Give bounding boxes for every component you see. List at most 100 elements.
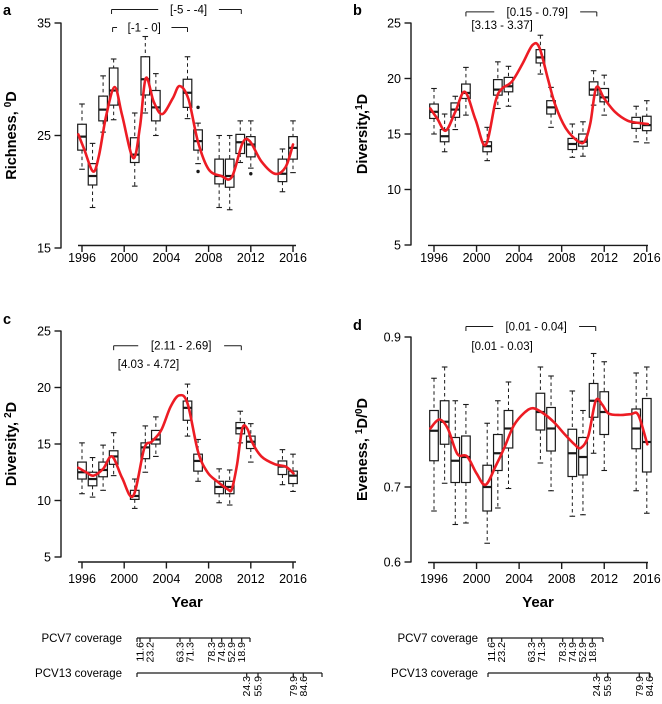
coverage-value-label: 55.9 [253, 676, 265, 697]
coverage-value-label: 74.9 [216, 642, 228, 663]
x-tick-label: 2012 [237, 251, 265, 265]
panel-d-evenness-chart: [0.01 - 0.04] [0.01 - 0.03] 0.6 0.7 0.9 1996 2… [353, 318, 661, 611]
boxplot-year-1996 [77, 103, 87, 170]
outlier-point [196, 169, 200, 174]
boxplot-year-1999 [108, 432, 119, 477]
boxplot-year-2009 [567, 390, 578, 517]
boxplot-year-2006 [535, 366, 546, 464]
x-tick-label: 1996 [68, 251, 96, 265]
x-axis: 1996 2000 2004 2008 2012 2016 [68, 244, 307, 265]
x-tick-label: 2016 [633, 251, 661, 265]
y-tick-label: 15 [37, 242, 51, 256]
coverage-value-label: 74.9 [567, 642, 579, 663]
coverage-value-label: 63.3 [526, 642, 538, 663]
y-tick-label: 15 [387, 128, 401, 142]
trend-line [429, 397, 649, 487]
pcv7-coverage-axis-left: PCV7 coverage 11.623.2 63.371.3 78.374.952.… [41, 633, 251, 663]
x-tick-label: 2012 [590, 572, 618, 586]
boxplot-year-2009 [214, 134, 225, 209]
y-tick-label: 0.6 [384, 556, 401, 570]
y-axis-title: Eveness, 1D/0D [354, 398, 371, 501]
bracket-label: [0.01 - 0.03] [471, 341, 532, 353]
y-tick-label: 10 [387, 183, 401, 197]
significance-bracket: [0.01 - 0.03] [459, 339, 546, 353]
coverage-value-label: 79.9 [288, 676, 300, 697]
x-axis: 1996 2000 2004 2008 2012 2016 Year [68, 561, 307, 611]
x-tick-label: 2000 [463, 572, 491, 586]
y-tick-label: 5 [394, 239, 401, 253]
boxplot-year-1997 [87, 142, 98, 209]
x-axis: 1996 2000 2004 2008 2012 2016 [420, 244, 661, 265]
bracket-label: [4.03 - 4.72] [118, 359, 179, 371]
coverage-value-label: 79.9 [634, 676, 646, 697]
boxplot-year-2016 [641, 100, 652, 144]
coverage-row-label: PCV7 coverage [41, 633, 122, 645]
x-tick-label: 2008 [548, 251, 576, 265]
x-tick-label: 2000 [463, 251, 491, 265]
significance-bracket: [-1 - 0] [112, 20, 188, 35]
y-tick-label: 20 [387, 72, 401, 86]
coverage-row-label: PCV13 coverage [35, 668, 122, 680]
y-tick-label: 0.7 [384, 481, 401, 495]
coverage-value-label: 78.3 [557, 642, 569, 663]
x-axis: 1996 2000 2004 2008 2012 2016 Year [420, 561, 661, 611]
panel-c-diversity2-chart: [2.11 - 2.69] [4.03 - 4.72] 5 10 15 20 25 1996 2… [3, 312, 307, 611]
x-tick-label: 2008 [195, 572, 223, 586]
coverage-value-label: 23.2 [496, 642, 508, 663]
coverage-value-label: 18.9 [236, 642, 248, 663]
coverage-value-label: 84.6 [644, 676, 656, 697]
panel-letter: b [353, 3, 362, 19]
coverage-value-label: 84.6 [298, 676, 310, 697]
coverage-value-label: 55.9 [602, 676, 614, 697]
x-axis-title: Year [171, 594, 203, 611]
boxplot-year-2012 [599, 361, 610, 472]
x-tick-label: 1996 [68, 572, 96, 586]
panel-letter: d [353, 318, 362, 334]
y-tick-label: 20 [37, 381, 51, 395]
boxplot-year-2009 [567, 123, 578, 158]
bracket-label: [0.01 - 0.04] [505, 322, 566, 334]
boxplot-year-2010 [578, 409, 588, 516]
coverage-value-label: 52.9 [577, 642, 589, 663]
pcv13-coverage-axis-left: PCV13 coverage 24.3 55.9 79.984.6 [35, 668, 323, 697]
bracket-label: [2.11 - 2.69] [151, 341, 212, 353]
y-tick-label: 0.9 [384, 331, 401, 345]
x-tick-label: 2000 [110, 572, 138, 586]
coverage-value-label: 18.9 [587, 642, 599, 663]
y-axis: 5 10 15 20 25 [37, 325, 62, 565]
boxplot-year-2015 [631, 372, 642, 492]
x-tick-label: 2008 [195, 251, 223, 265]
x-tick-label: 2016 [279, 572, 307, 586]
trend-line [77, 76, 295, 181]
panel-letter: c [3, 312, 11, 328]
panel-b-diversity1-chart: [0.15 - 0.79][3.13 - 3.37] 5 10 15 20 25 1996 2… [353, 3, 661, 265]
significance-bracket: [0.01 - 0.04] [465, 319, 597, 334]
x-tick-label: 2012 [590, 251, 618, 265]
boxplot-year-1998 [98, 75, 109, 133]
coverage-value-label: 71.3 [185, 642, 197, 663]
significance-bracket: [-5 - -4] [111, 2, 242, 17]
coverage-row-label: PCV7 coverage [397, 633, 478, 645]
figure-top-row: [-5 - -4] [-1 - 0] 15 25 35 1996 2000 2004 2008 2… [0, 0, 662, 290]
panel-letter: a [3, 3, 12, 19]
y-axis-title: Diversity, 2D [3, 402, 20, 486]
x-tick-label: 2016 [279, 251, 307, 265]
coverage-value-label: 11.6 [486, 642, 498, 662]
y-axis: 15 25 35 [37, 17, 62, 256]
y-axis-title: Diversity,1D [354, 94, 371, 174]
x-tick-label: 1996 [420, 251, 448, 265]
x-tick-label: 2004 [505, 251, 533, 265]
panel-a-richness-chart: [-5 - -4] [-1 - 0] 15 25 35 1996 2000 2004 2008 2… [3, 2, 307, 265]
x-tick-label: 2004 [152, 251, 180, 265]
boxplot-year-1998 [450, 400, 461, 526]
bracket-label: [0.15 - 0.79] [507, 7, 568, 19]
significance-bracket: [0.15 - 0.79] [465, 5, 598, 19]
bracket-label: [-5 - -4] [170, 5, 207, 17]
x-tick-label: 2000 [110, 251, 138, 265]
coverage-value-label: 52.9 [226, 642, 238, 663]
y-axis: 0.6 0.7 0.9 [384, 331, 412, 570]
significance-bracket: [4.03 - 4.72] [105, 357, 192, 371]
significance-bracket: [2.11 - 2.69] [113, 339, 242, 353]
